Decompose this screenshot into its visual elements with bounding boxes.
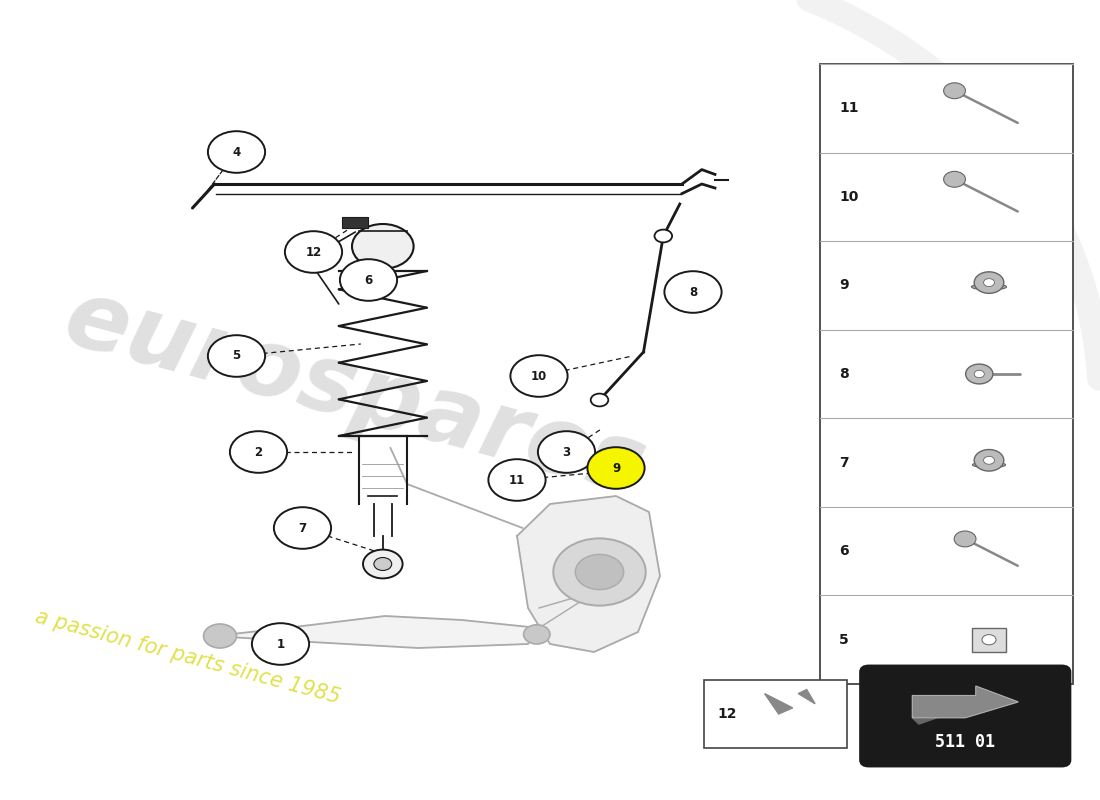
Circle shape [944, 171, 966, 187]
Polygon shape [799, 690, 815, 704]
Circle shape [488, 459, 546, 501]
Circle shape [510, 355, 568, 397]
Circle shape [975, 450, 1004, 471]
Text: 11: 11 [509, 474, 525, 486]
Polygon shape [912, 686, 1019, 718]
Circle shape [944, 82, 966, 98]
Circle shape [975, 272, 1004, 294]
Text: 12: 12 [717, 707, 737, 721]
Circle shape [983, 278, 994, 286]
Text: 6: 6 [839, 544, 849, 558]
Circle shape [363, 550, 403, 578]
Circle shape [954, 531, 976, 547]
Circle shape [285, 231, 342, 273]
Text: 7: 7 [298, 522, 307, 534]
Circle shape [966, 364, 993, 384]
Text: 9: 9 [839, 278, 849, 293]
Text: 7: 7 [839, 455, 849, 470]
Circle shape [352, 224, 414, 269]
FancyBboxPatch shape [860, 666, 1070, 766]
Circle shape [208, 131, 265, 173]
Text: 4: 4 [232, 146, 241, 158]
Text: 11: 11 [839, 102, 859, 115]
Text: 2: 2 [254, 446, 263, 458]
Text: 6: 6 [364, 274, 373, 286]
Text: 1: 1 [276, 638, 285, 650]
Bar [972, 628, 1005, 652]
Text: 8: 8 [689, 286, 697, 298]
Bar [704, 680, 847, 748]
Text: 10: 10 [531, 370, 547, 382]
Circle shape [983, 456, 994, 464]
Text: 8: 8 [839, 367, 849, 381]
Polygon shape [912, 695, 982, 724]
Circle shape [664, 271, 722, 313]
Circle shape [587, 447, 645, 489]
Text: 12: 12 [306, 246, 321, 258]
Text: 511 01: 511 01 [935, 734, 996, 751]
Polygon shape [214, 616, 539, 648]
Ellipse shape [972, 462, 1005, 468]
Circle shape [374, 558, 392, 570]
Text: 10: 10 [839, 190, 859, 204]
Circle shape [204, 624, 236, 648]
Circle shape [274, 507, 331, 549]
Text: 5: 5 [839, 633, 849, 646]
Text: 3: 3 [562, 446, 571, 458]
Circle shape [553, 538, 646, 606]
Ellipse shape [971, 284, 1006, 290]
Text: eurospares: eurospares [55, 273, 656, 516]
Circle shape [524, 625, 550, 644]
Circle shape [230, 431, 287, 473]
Text: 9: 9 [612, 462, 620, 474]
Circle shape [654, 230, 672, 242]
Circle shape [575, 554, 624, 590]
Polygon shape [764, 694, 793, 714]
Bar [342, 217, 369, 228]
Circle shape [591, 394, 608, 406]
Polygon shape [517, 496, 660, 652]
Circle shape [982, 634, 996, 645]
Circle shape [208, 335, 265, 377]
Circle shape [538, 431, 595, 473]
Circle shape [252, 623, 309, 665]
Text: 5: 5 [232, 350, 241, 362]
Circle shape [340, 259, 397, 301]
Bar [820, 64, 1072, 684]
Text: a passion for parts since 1985: a passion for parts since 1985 [33, 607, 342, 708]
Circle shape [975, 370, 984, 378]
